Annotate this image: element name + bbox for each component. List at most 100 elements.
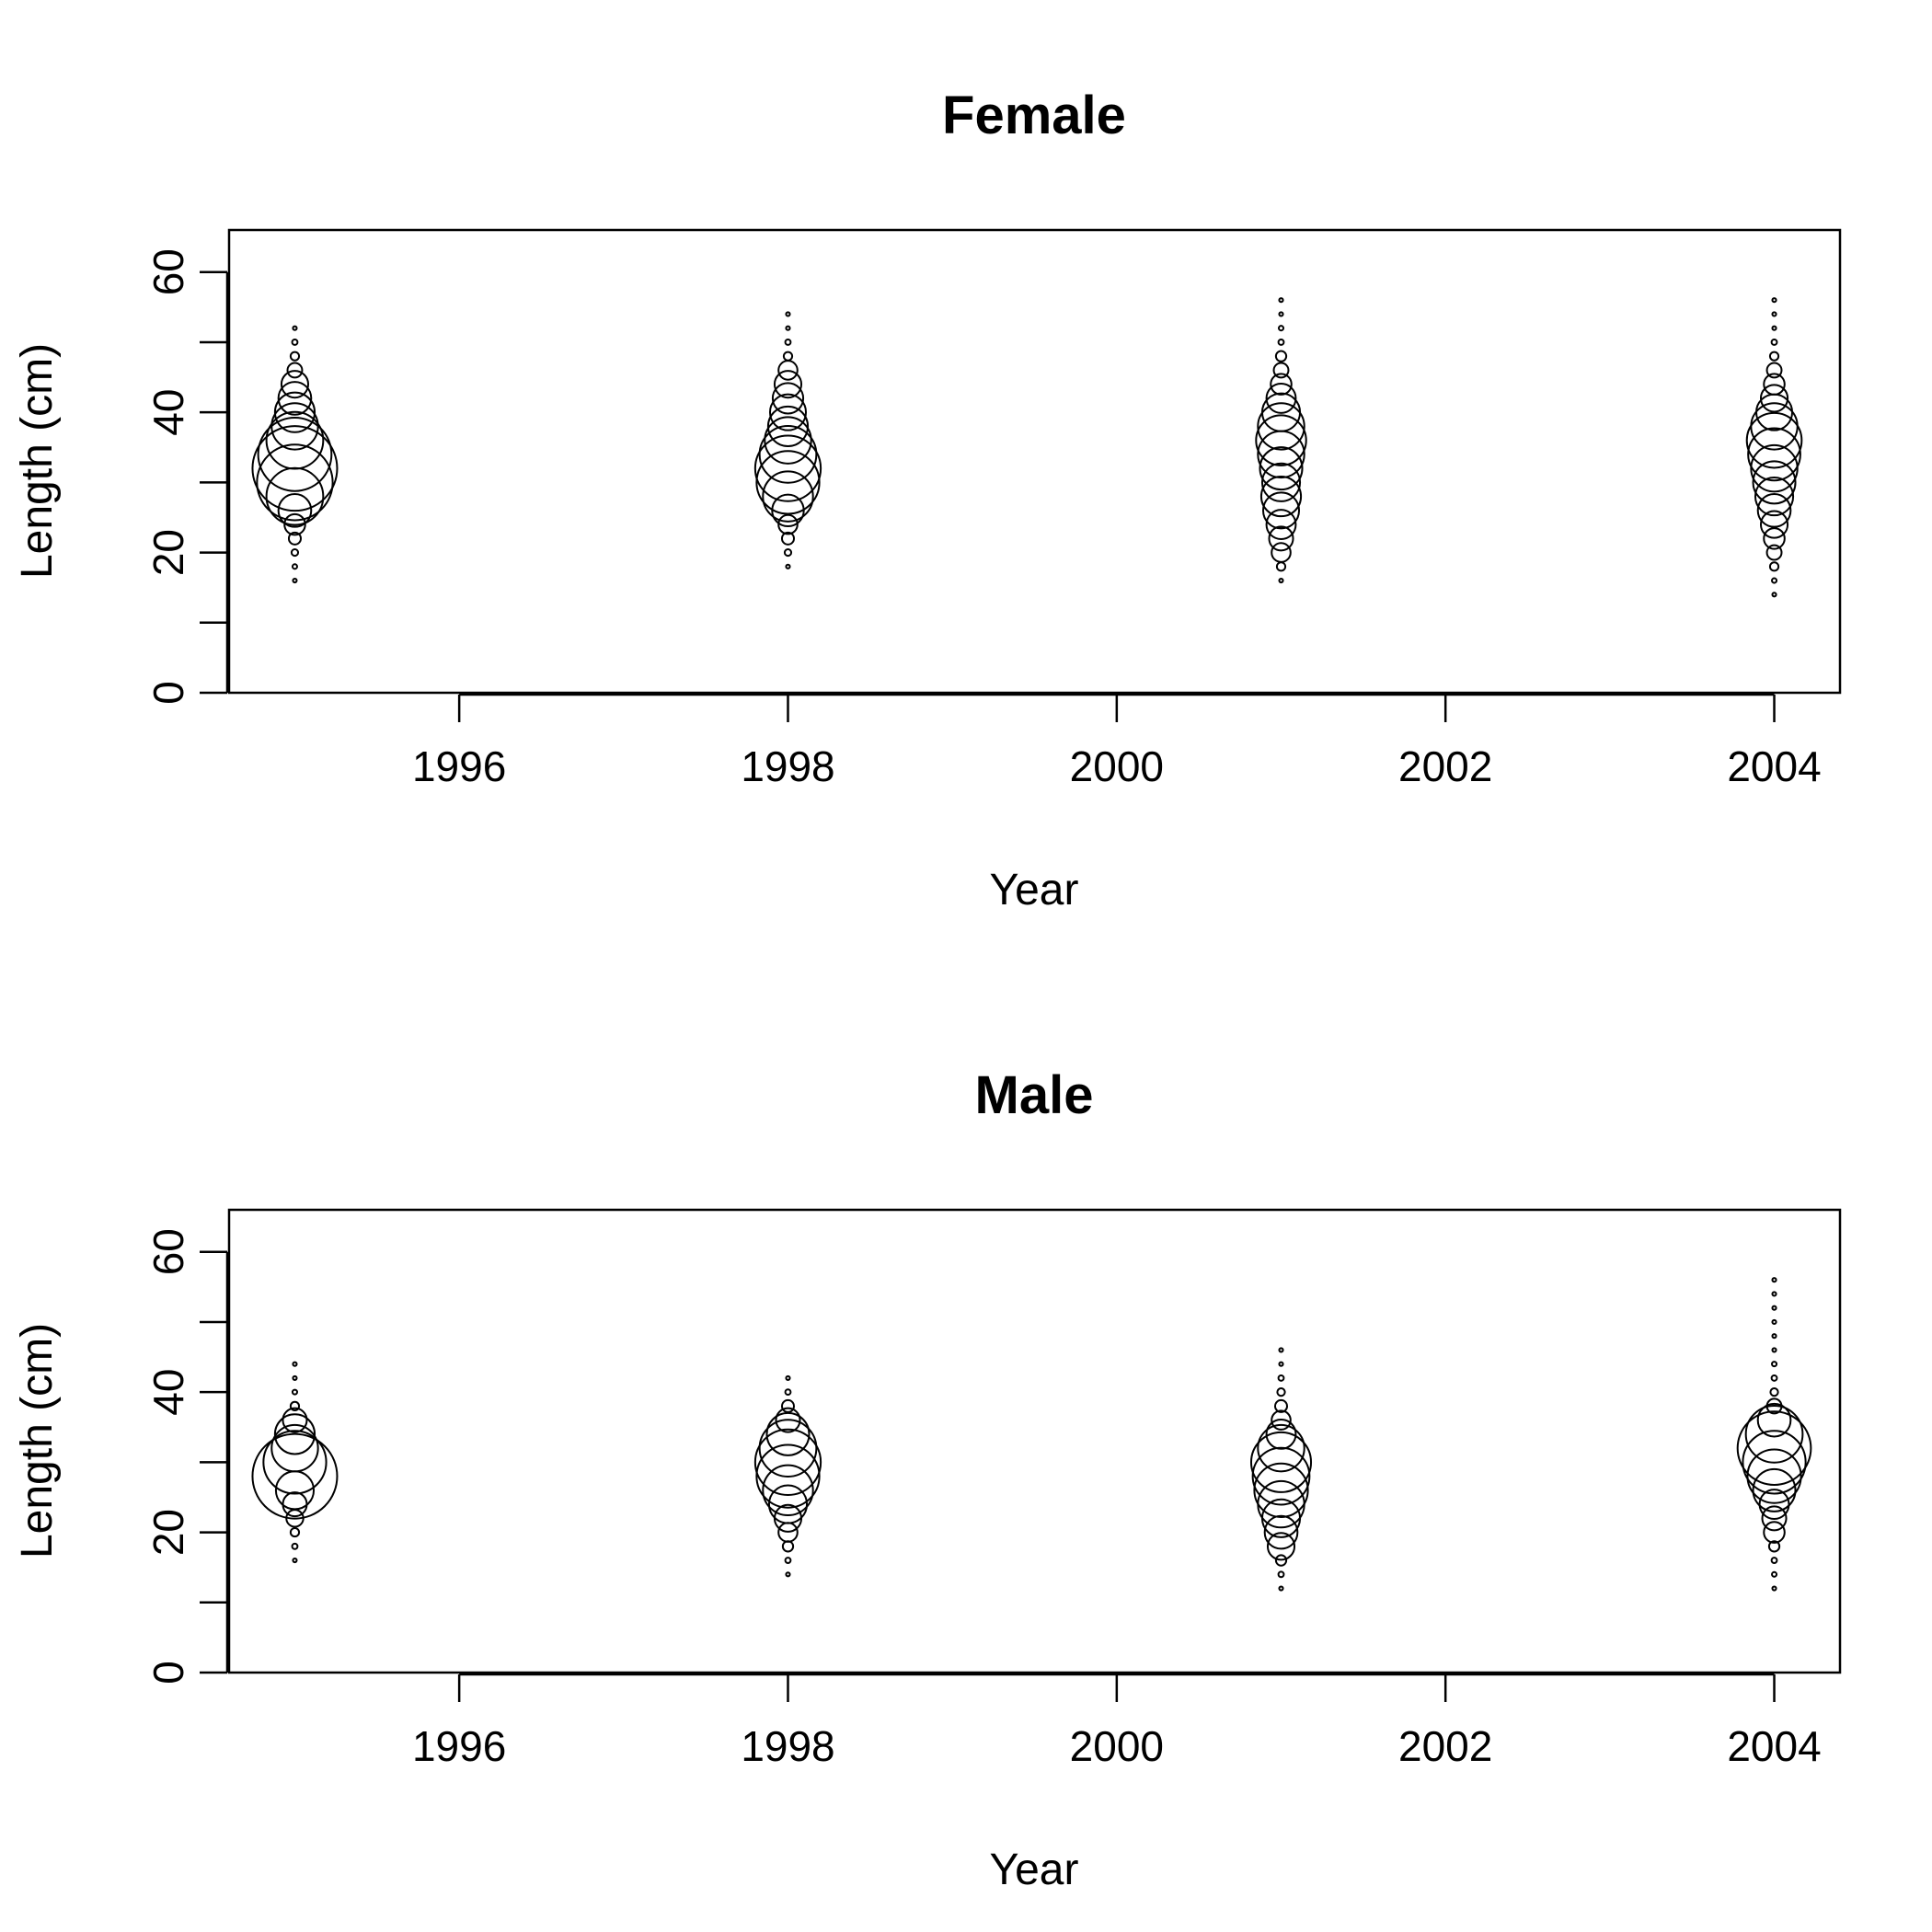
- female-bubble: [1278, 297, 1284, 304]
- female-y-axis-label: Length (cm): [13, 343, 62, 579]
- female-bubble: [1771, 325, 1777, 331]
- female-bubble: [773, 370, 803, 399]
- female-bubbles: [251, 297, 1803, 598]
- female-bubble: [1278, 311, 1284, 317]
- female-bubble: [257, 417, 333, 492]
- female-bubble: [286, 362, 304, 379]
- female-bubble: [785, 311, 791, 317]
- male-bubble: [784, 1557, 792, 1564]
- female-bubble: [1257, 402, 1305, 451]
- female-bubble: [1277, 325, 1285, 332]
- female-bubble: [1763, 373, 1786, 396]
- female-bubble: [1765, 362, 1783, 379]
- female-bubble: [784, 339, 792, 346]
- female-bubble: [265, 466, 325, 526]
- male-bubble: [1276, 1387, 1286, 1397]
- female-bubble: [283, 512, 306, 536]
- male-bubble: [1771, 1585, 1777, 1592]
- male-bubble: [1765, 1397, 1783, 1415]
- female-bubble: [1259, 446, 1304, 491]
- female-bubble: [771, 382, 805, 415]
- male-bubble: [775, 1407, 801, 1433]
- male-bubble: [1263, 1514, 1299, 1550]
- female-bubble: [1272, 362, 1290, 379]
- male-bubble: [773, 1503, 803, 1533]
- female-x-tick-label: 2002: [1398, 742, 1492, 790]
- female-bubble: [1255, 414, 1307, 466]
- female-axes: 1996 1998 2000 2002 2004 0 20 40 60: [144, 248, 1822, 790]
- female-bubble: [782, 351, 794, 362]
- male-bubble: [1767, 1540, 1781, 1553]
- male-panel: Male 1996 1998 2000 2002 2004 0 20 40 60 Year Le…: [13, 1065, 1842, 1894]
- male-bubble: [1771, 1291, 1777, 1297]
- male-x-tick-label: 1998: [741, 1722, 834, 1770]
- male-bubble: [1756, 1402, 1792, 1438]
- male-bubble: [1761, 1505, 1788, 1532]
- male-bubble: [1274, 1398, 1289, 1413]
- male-y-tick-label: 60: [144, 1228, 192, 1275]
- female-bubble: [768, 393, 808, 431]
- male-bubble: [784, 1388, 792, 1397]
- female-bubble: [1770, 339, 1778, 346]
- male-bubble: [1277, 1374, 1285, 1382]
- male-bubble: [1251, 1446, 1311, 1506]
- female-bubble: [780, 531, 795, 546]
- male-bubble: [1278, 1585, 1284, 1592]
- female-bubble: [758, 425, 818, 484]
- male-bubble: [1763, 1521, 1786, 1544]
- female-bubble: [1771, 297, 1777, 304]
- male-bubble: [1771, 1305, 1777, 1311]
- male-bubbles: [251, 1277, 1812, 1592]
- female-bubble: [1265, 382, 1297, 414]
- female-bubble: [292, 578, 298, 584]
- female-bubble: [762, 470, 814, 523]
- female-x-tick-label: 1996: [412, 742, 506, 790]
- male-bubble: [289, 1526, 301, 1538]
- male-bubble: [282, 1407, 308, 1433]
- female-bubble: [1260, 392, 1302, 432]
- female-bubble: [1277, 339, 1285, 346]
- male-x-tick-label: 2000: [1070, 1722, 1164, 1770]
- female-bubble: [1259, 476, 1303, 518]
- male-bubble: [758, 1419, 818, 1478]
- female-bubble: [273, 391, 316, 433]
- male-bubble: [292, 1374, 298, 1381]
- female-bubble: [277, 493, 313, 528]
- female-bubble: [291, 339, 299, 346]
- female-plot-frame: [227, 228, 1842, 695]
- female-y-tick-label: 40: [144, 389, 192, 436]
- female-bubble: [1771, 311, 1777, 317]
- male-bubble: [251, 1432, 339, 1520]
- male-x-tick-label: 2004: [1727, 1722, 1821, 1770]
- female-bubble: [766, 405, 810, 447]
- female-y-tick-label: 0: [144, 681, 192, 705]
- male-bubble: [1253, 1462, 1309, 1518]
- male-bubble: [753, 1428, 822, 1496]
- female-bubble: [1763, 527, 1786, 550]
- female-bubble: [777, 513, 799, 535]
- female-title: Female: [942, 86, 1126, 145]
- female-bubble: [287, 531, 302, 546]
- female-bubble: [1271, 542, 1292, 563]
- male-y-axis-label: Length (cm): [13, 1323, 62, 1558]
- female-bubble: [1265, 509, 1297, 541]
- female-bubble: [755, 450, 821, 515]
- male-bubble: [1771, 1570, 1778, 1578]
- female-bubble: [1268, 525, 1294, 552]
- male-bubble: [291, 1388, 298, 1396]
- female-bubble: [1771, 577, 1778, 584]
- female-bubble: [1261, 491, 1301, 530]
- female-bubble: [290, 548, 300, 558]
- male-bubble: [1746, 1448, 1802, 1504]
- female-bubble: [1752, 460, 1797, 505]
- female-bubble: [764, 416, 812, 465]
- male-bubble: [1277, 1570, 1285, 1579]
- male-bubble: [270, 1423, 319, 1473]
- male-bubble: [1752, 1467, 1797, 1512]
- female-bubble: [1750, 402, 1799, 451]
- male-title: Male: [975, 1065, 1094, 1125]
- female-bubble: [1759, 384, 1789, 413]
- male-bubble: [767, 1484, 809, 1524]
- male-bubble: [289, 1400, 301, 1411]
